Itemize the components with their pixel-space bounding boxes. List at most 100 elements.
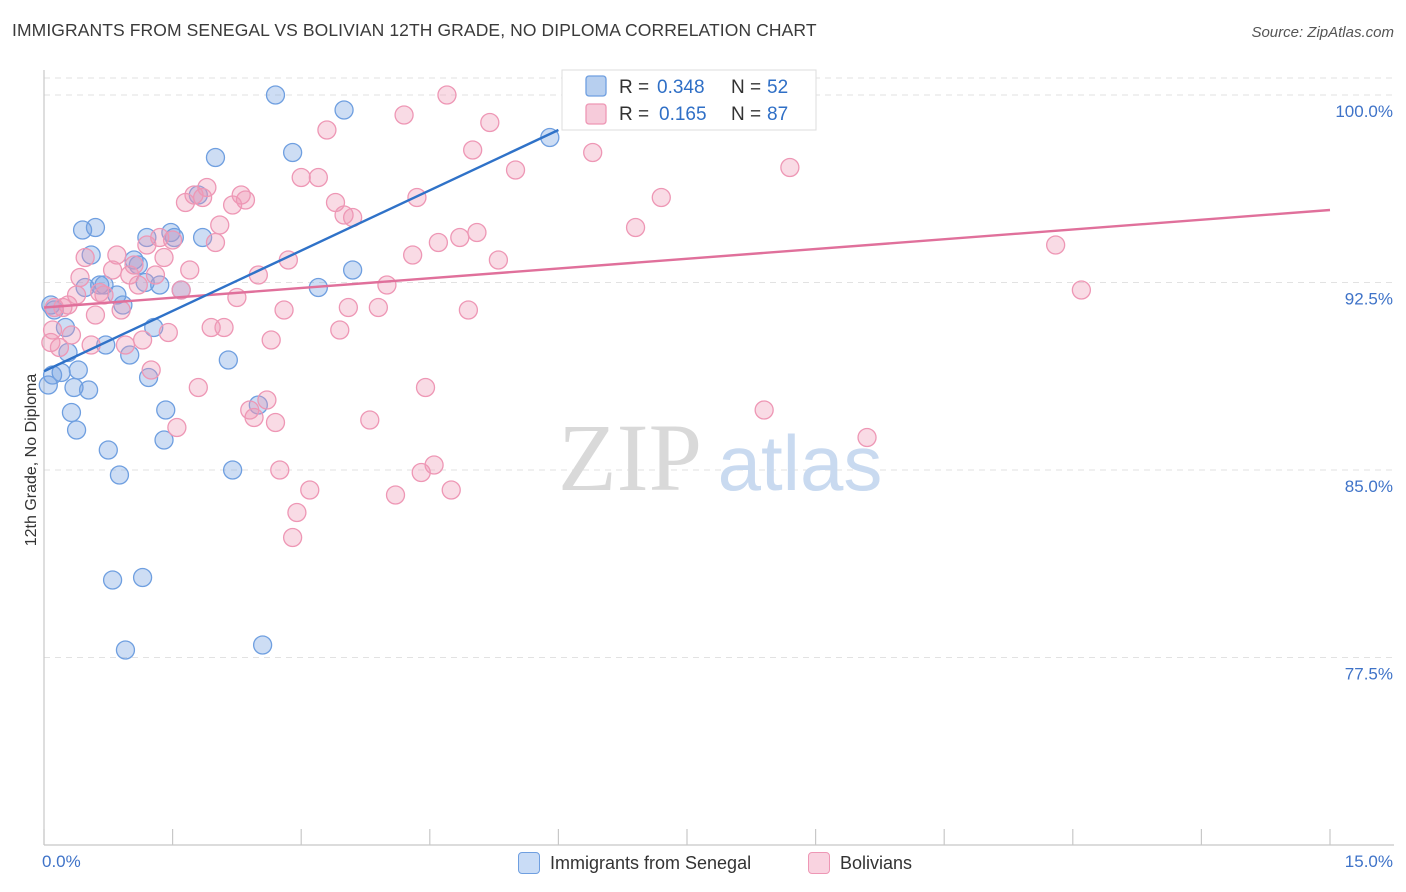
senegal-point-24 (115, 640, 136, 660)
senegal-point-25 (120, 345, 140, 365)
legend-n-label-bolivian: N = (731, 104, 761, 125)
bottom-legend: Immigrants from Senegal Bolivians (0, 852, 1406, 878)
bolivian-point-47 (257, 390, 277, 410)
bolivian-point-19 (128, 275, 148, 295)
senegal-point-7 (61, 402, 82, 423)
x-tick-max: 15.0% (1344, 852, 1393, 871)
senegal-point-13 (78, 380, 99, 400)
bolivian-point-85 (625, 217, 646, 238)
bolivian-point-16 (115, 335, 136, 355)
bolivian-point-87 (754, 400, 774, 420)
legend: R = 0.348 N = 52 R = 0.165 N = 87 (561, 69, 817, 131)
legend-r-value-senegal: 0.348 (657, 77, 705, 98)
senegal-point-0 (38, 375, 58, 395)
bolivian-point-77 (450, 227, 470, 248)
bolivian-point-65 (368, 297, 389, 318)
watermark: ZIP atlas (558, 404, 882, 511)
bolivian-point-7 (70, 267, 90, 288)
senegal-point-32 (150, 275, 170, 295)
bolivian-point-53 (282, 527, 303, 548)
bolivian-point-79 (463, 140, 483, 160)
y-tick-labels: 100.0% 92.5% 85.0% 77.5% (1335, 102, 1393, 684)
bolivian-point-66 (377, 275, 397, 295)
bolivian-point-89 (857, 427, 877, 448)
bolivian-point-50 (270, 460, 290, 480)
source-label: Source: ZipAtlas.com (1251, 24, 1394, 41)
watermark-zip: ZIP (558, 404, 702, 511)
bolivian-point-68 (394, 105, 414, 125)
senegal-point-46 (282, 142, 303, 163)
senegal-point-10 (68, 360, 88, 380)
bolivian-point-81 (480, 112, 500, 133)
watermark-atlas: atlas (718, 419, 883, 507)
senegal-point-44 (252, 635, 273, 655)
senegal-point-22 (109, 465, 130, 485)
bolivian-point-23 (145, 265, 166, 285)
y-tick-label-2: 85.0% (1345, 477, 1393, 496)
senegal-point-28 (132, 567, 153, 588)
bolivian-point-48 (261, 330, 281, 350)
bolivian-point-69 (403, 245, 423, 265)
senegal-point-49 (342, 260, 363, 280)
bolivian-point-54 (287, 502, 307, 523)
bolivian-point-83 (505, 160, 526, 180)
bolivian-point-60 (330, 320, 350, 340)
trend-lines (43, 128, 1331, 373)
y-tick-label-1: 92.5% (1345, 290, 1393, 309)
legend-r-label-senegal: R = (619, 77, 649, 98)
bolivian-point-38 (210, 215, 230, 235)
bottom-legend-label-bolivian: Bolivians (840, 852, 913, 873)
bolivian-point-73 (424, 455, 444, 475)
bottom-legend-label-senegal: Immigrants from Senegal (550, 852, 752, 873)
bolivian-point-88 (780, 157, 800, 178)
bolivian-point-37 (205, 232, 226, 253)
bolivian-point-80 (467, 222, 487, 243)
bolivian-point-27 (162, 230, 183, 250)
bolivian-point-35 (197, 177, 217, 198)
senegal-point-42 (222, 460, 243, 480)
bolivian-point-18 (124, 255, 144, 275)
bolivian-point-49 (265, 412, 286, 433)
bottom-legend-swatch-senegal (518, 852, 540, 874)
bottom-legend-bolivian: Bolivians (808, 852, 912, 874)
senegal-point-48 (334, 100, 354, 120)
axes (43, 70, 1394, 846)
senegal-point-33 (154, 430, 174, 450)
legend-swatch-senegal (585, 75, 607, 97)
series-bolivian-points (41, 85, 1092, 548)
bolivian-point-14 (107, 245, 127, 265)
bolivian-point-57 (308, 167, 328, 188)
senegal-point-34 (156, 400, 176, 420)
bolivian-point-78 (458, 300, 479, 320)
bolivian-point-64 (360, 410, 380, 430)
bolivian-point-29 (171, 280, 191, 300)
bottom-legend-swatch-bolivian (808, 852, 830, 874)
senegal-point-16 (90, 275, 110, 295)
senegal-point-41 (218, 350, 238, 370)
senegal-point-20 (102, 570, 123, 590)
bolivian-point-28 (167, 417, 187, 438)
bolivian-point-39 (214, 317, 234, 338)
legend-n-value-senegal: 52 (767, 77, 788, 98)
bolivian-point-5 (61, 325, 82, 345)
bolivian-point-67 (385, 485, 406, 505)
bolivian-point-34 (192, 187, 213, 208)
bolivian-point-10 (85, 305, 106, 325)
bolivian-point-76 (441, 480, 461, 500)
grid (44, 77, 1394, 658)
bolivian-point-31 (180, 260, 200, 280)
bottom-legend-senegal: Immigrants from Senegal (518, 852, 751, 874)
bolivian-point-2 (49, 337, 70, 358)
bolivian-point-43 (235, 190, 256, 210)
trend-line-senegal (43, 128, 559, 373)
legend-swatch-bolivian (585, 103, 607, 125)
bolivian-point-26 (158, 322, 178, 343)
legend-n-label-senegal: N = (731, 77, 761, 98)
bolivian-point-55 (291, 167, 311, 188)
y-tick-label-0: 100.0% (1335, 102, 1393, 121)
bolivian-point-84 (583, 142, 603, 163)
bolivian-point-92 (42, 320, 63, 340)
senegal-point-9 (66, 420, 87, 440)
bolivian-point-25 (154, 247, 174, 268)
